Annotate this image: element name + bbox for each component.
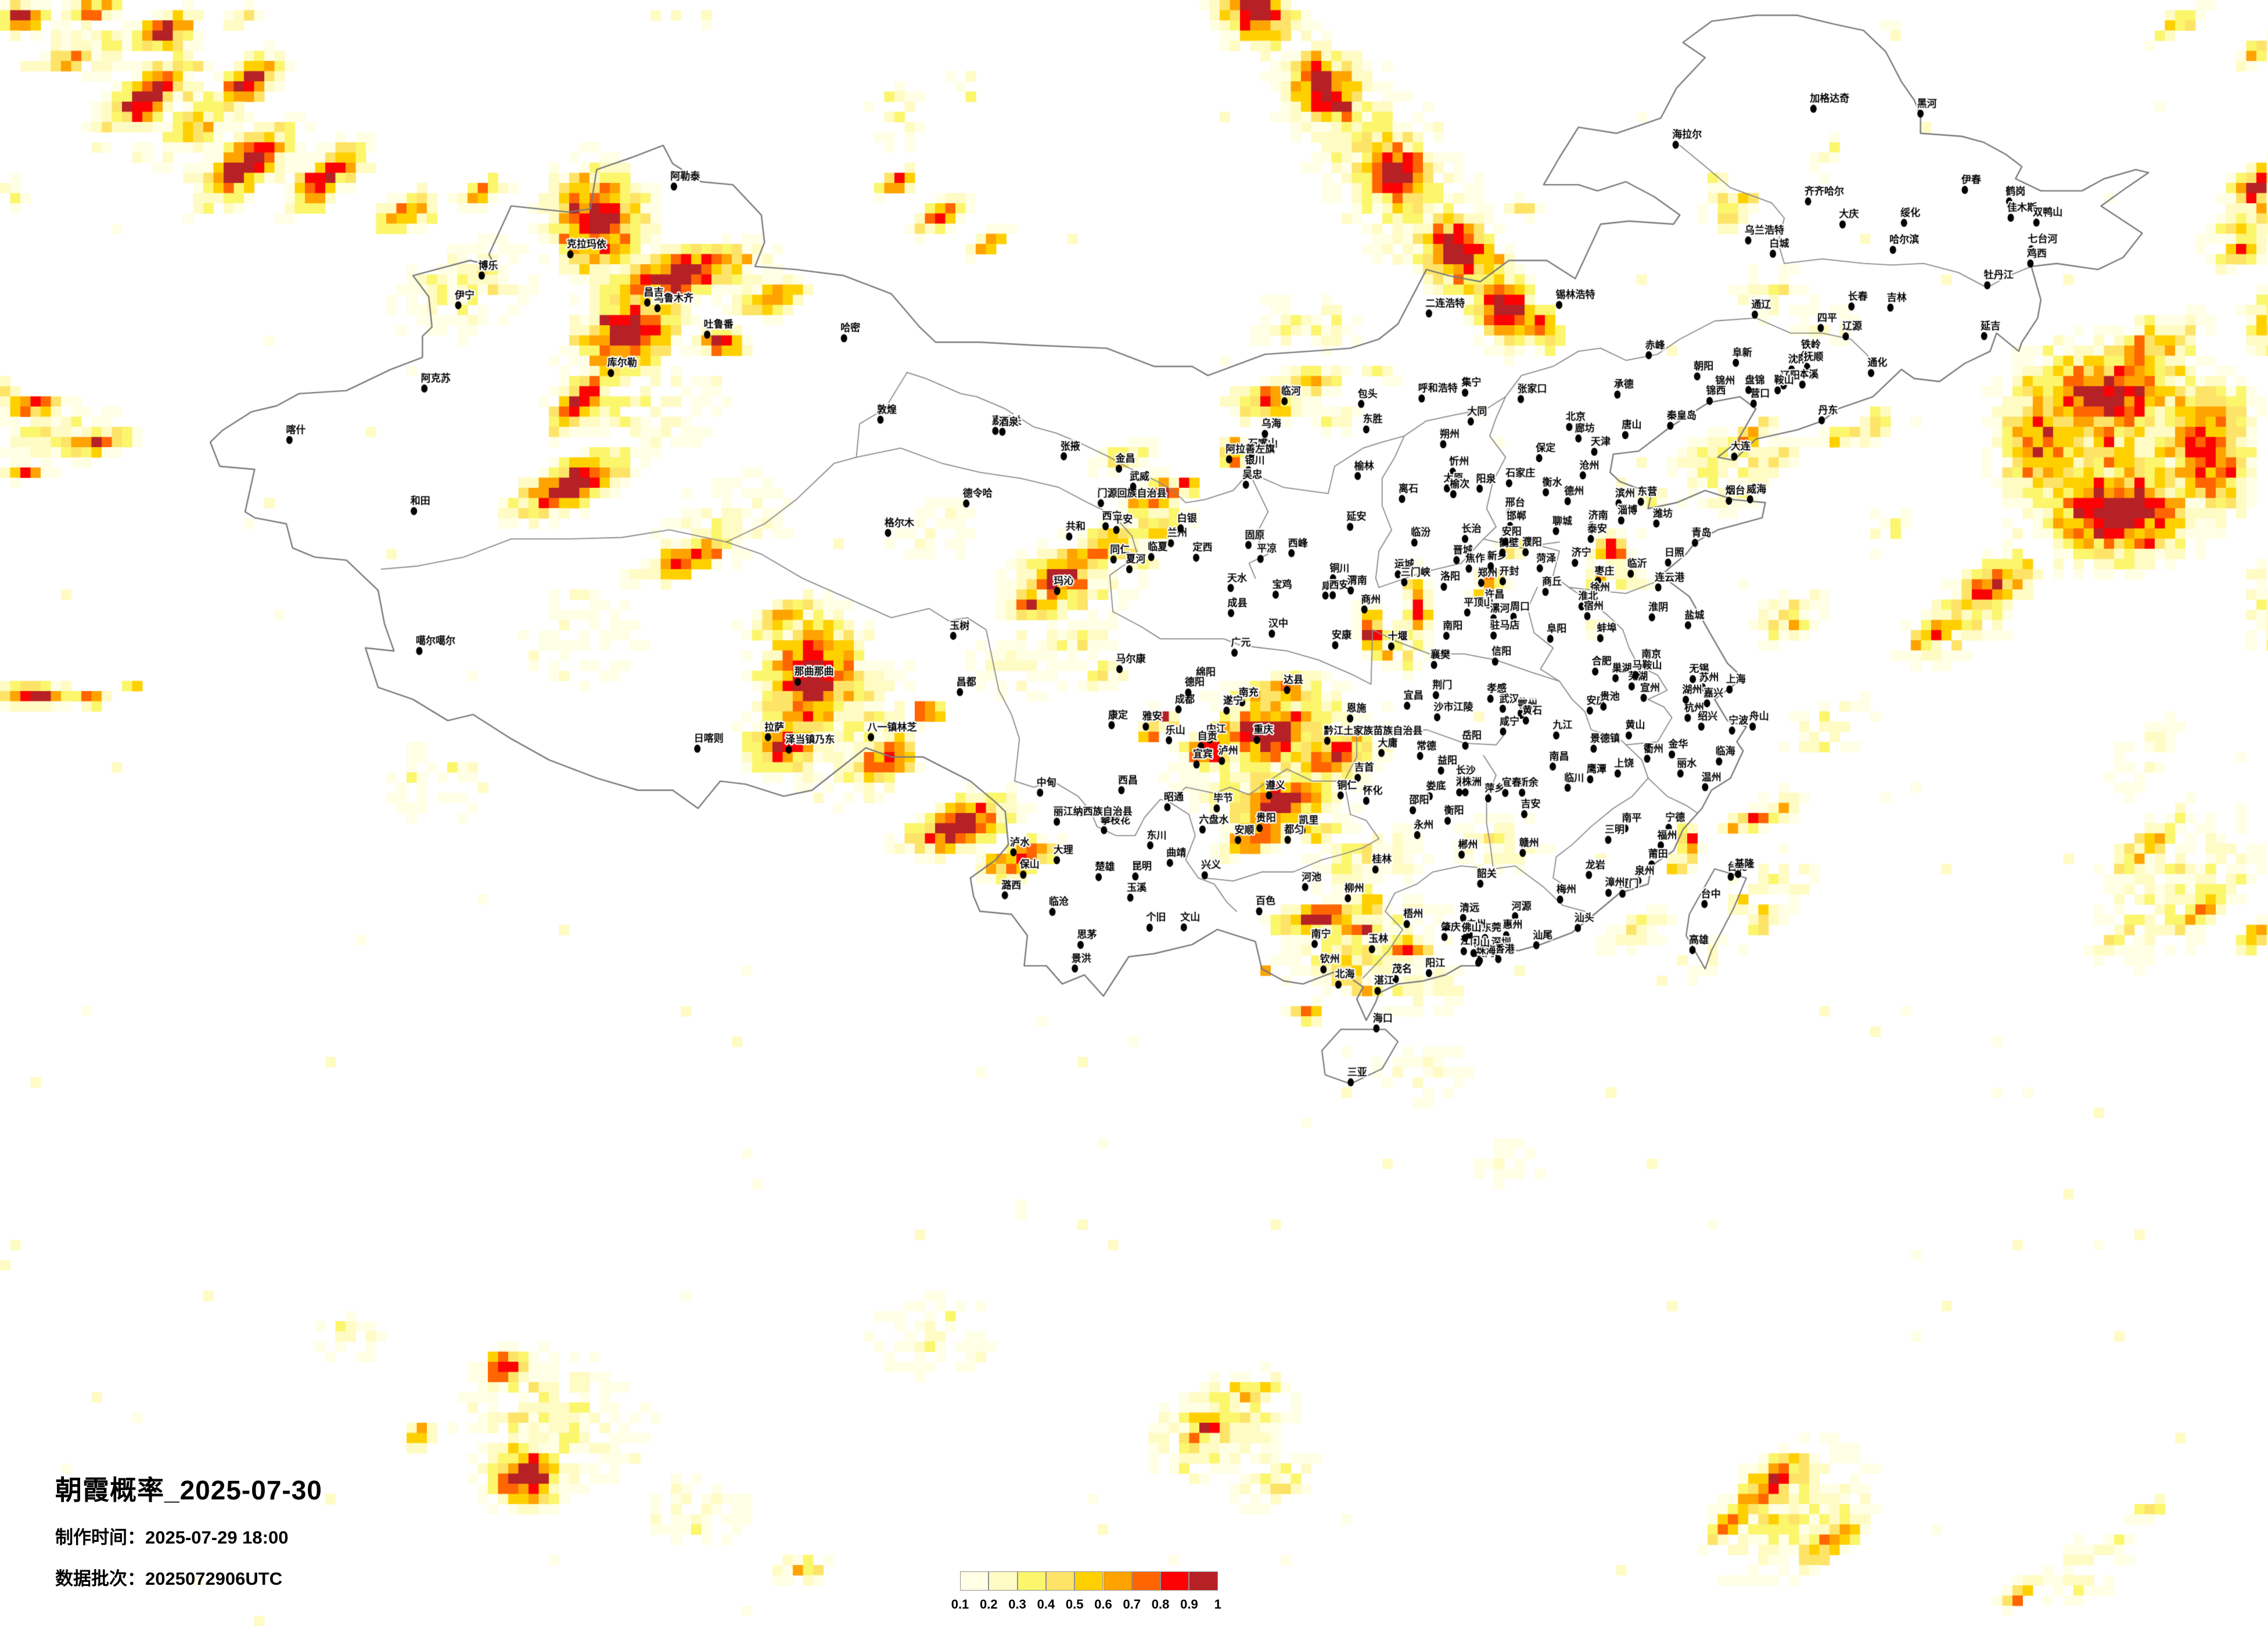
legend-tick-1: 1: [1214, 1597, 1221, 1611]
legend-tick-0.1: 0.1: [951, 1597, 969, 1611]
legend-swatch-0.9: [1189, 1571, 1218, 1591]
legend-tick-0.6: 0.6: [1094, 1597, 1112, 1611]
legend-swatch-0.1: [960, 1571, 989, 1591]
batch-value: 2025072906UTC: [145, 1569, 283, 1589]
legend-swatch-0.4: [1045, 1571, 1075, 1591]
legend-swatch-0.7: [1131, 1571, 1161, 1591]
legend-swatch-0.6: [1103, 1571, 1132, 1591]
batch-line: 数据批次：2025072906UTC: [55, 1564, 322, 1590]
legend-tick-0.4: 0.4: [1037, 1597, 1055, 1611]
legend-tick-0.8: 0.8: [1151, 1597, 1170, 1611]
legend-swatch-0.8: [1160, 1571, 1189, 1591]
legend-swatch-0.5: [1074, 1571, 1104, 1591]
map-title: 朝霞概率_2025-07-30: [55, 1475, 322, 1505]
made-time-line: 制作时间：2025-07-29 18:00: [55, 1523, 322, 1549]
legend-swatch-0.3: [1017, 1571, 1046, 1591]
legend-tick-0.7: 0.7: [1123, 1597, 1141, 1611]
made-time-value: 2025-07-29 18:00: [145, 1527, 289, 1548]
legend-tick-0.5: 0.5: [1065, 1597, 1084, 1611]
legend-tick-0.2: 0.2: [980, 1597, 998, 1611]
legend-tick-0.9: 0.9: [1180, 1597, 1198, 1611]
batch-label: 数据批次：: [55, 1569, 145, 1589]
title-block: 朝霞概率_2025-07-30 制作时间：2025-07-29 18:00 数据…: [55, 1469, 322, 1590]
made-time-label: 制作时间：: [55, 1527, 145, 1548]
legend-swatch-0.2: [989, 1571, 1018, 1591]
legend-tick-0.3: 0.3: [1008, 1597, 1026, 1611]
